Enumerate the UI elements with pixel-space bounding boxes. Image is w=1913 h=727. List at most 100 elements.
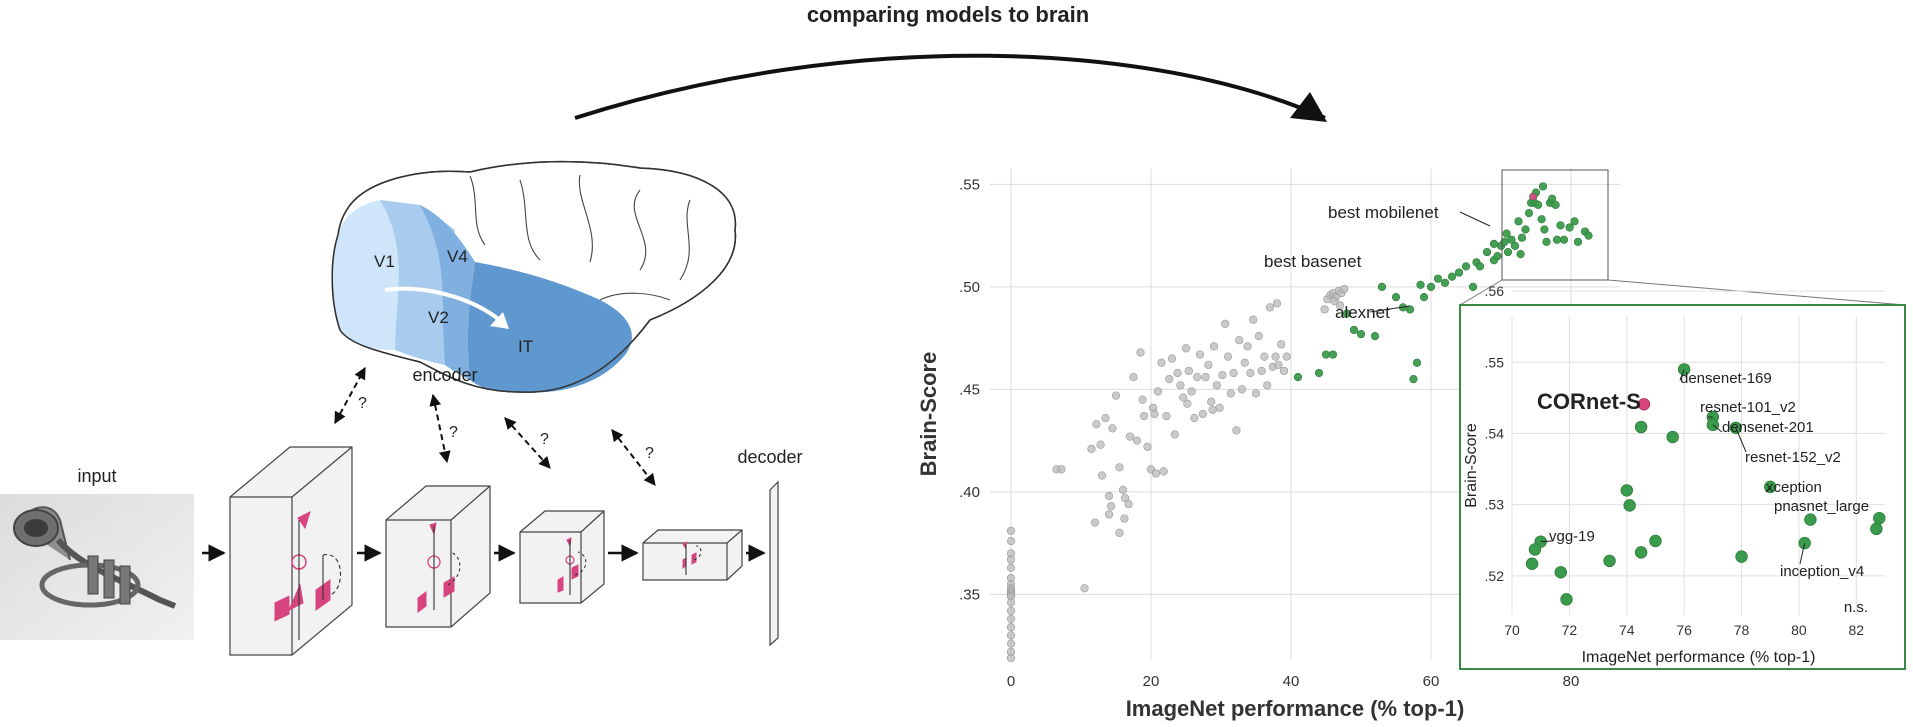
scatter-point-green (1537, 215, 1546, 224)
scatter-point-green (1565, 223, 1574, 232)
scatter-point-green (1454, 268, 1464, 277)
scatter-point-green (1468, 282, 1478, 292)
scatter-point-green (1440, 278, 1450, 287)
scatter-point-gray (1006, 631, 1016, 640)
scatter-point-gray (1006, 606, 1016, 615)
scatter-point-green (1573, 237, 1583, 246)
scatter-point-gray (1237, 385, 1247, 394)
comparison-arrow (574, 53, 1326, 120)
scatter-point-gray (1151, 469, 1160, 478)
scatter-point-gray (1096, 440, 1105, 449)
scatter-point-green (1559, 235, 1569, 244)
y-tick-label: .35 (959, 586, 980, 603)
inset-y-tick-label: .53 (1485, 497, 1505, 513)
zoom-connector-right (1607, 279, 1906, 306)
scatter-point-gray (1080, 584, 1089, 593)
annotation-label: best mobilenet (1328, 203, 1439, 222)
inset-point (1666, 430, 1679, 444)
scatter-point-gray (1006, 536, 1016, 546)
scatter-point-gray (1006, 555, 1016, 564)
scatter-point-gray (1330, 297, 1339, 306)
scatter-point-gray (1173, 368, 1182, 378)
scatter-point-gray (1272, 299, 1282, 308)
scatter-point-gray (1254, 332, 1263, 341)
scatter-point-gray (1277, 340, 1286, 349)
scatter-point-gray (1090, 518, 1100, 527)
input-image (0, 494, 194, 640)
x-tick-label: 60 (1423, 673, 1440, 690)
scatter-point-gray (1006, 614, 1016, 624)
inset-point (1634, 546, 1648, 559)
inset-point (1649, 534, 1662, 548)
inset-y-tick-label: .56 (1485, 283, 1505, 299)
scatter-point-gray (1104, 491, 1114, 501)
comparison-arrowhead (1290, 92, 1327, 122)
question-mark-3: ? (540, 431, 549, 448)
inset-model-label: densenet-201 (1722, 419, 1814, 436)
scatter-point-green (1514, 217, 1523, 226)
scatter-point-gray (1092, 420, 1101, 429)
y-tick-label: .55 (959, 176, 980, 193)
scatter-point-gray (1207, 397, 1216, 406)
scatter-point-gray (1120, 493, 1130, 503)
x-tick-label: 40 (1283, 673, 1300, 690)
scatter-point-gray (1101, 414, 1110, 423)
scatter-point-green (1538, 182, 1548, 191)
inset-model-label: densenet-169 (1680, 370, 1772, 387)
scatter-point-green (1405, 305, 1415, 314)
scatter-point-green (1510, 241, 1520, 250)
inset-x-tick-label: 70 (1504, 622, 1520, 638)
scatter-point-gray (1006, 563, 1016, 572)
scatter-point-green (1377, 282, 1387, 292)
scatter-point-gray (1181, 344, 1191, 353)
scatter-point-gray (1265, 303, 1275, 312)
scatter-point-gray (1215, 403, 1224, 412)
scatter-point-gray (1138, 395, 1147, 404)
scatter-point-gray (1223, 352, 1233, 361)
inset-y-tick-label: .52 (1485, 568, 1505, 584)
scatter-point-green (1552, 235, 1562, 244)
inset-model-label: pnasnet_large (1774, 498, 1869, 515)
decoder-label: decoder (737, 447, 802, 467)
scatter-point-gray (1198, 409, 1207, 419)
scatter-point-gray (1274, 360, 1283, 369)
inset-label-leader (1799, 542, 1806, 565)
scatter-point-gray (1193, 373, 1202, 382)
scatter-point-gray (1190, 414, 1199, 423)
scatter-point-gray (1118, 485, 1128, 494)
scatter-point-green (1507, 235, 1516, 244)
scatter-point-gray (1263, 381, 1272, 390)
scatter-point-gray (1243, 342, 1252, 351)
scatter-point-gray (1257, 366, 1266, 376)
scatter-point-gray (1087, 444, 1096, 453)
scatter-point-gray (1124, 500, 1133, 509)
cornet-s-label: CORnet-S (1537, 389, 1641, 414)
scatter-point-green (1349, 325, 1359, 335)
input-label: input (77, 466, 116, 486)
scatter-point-gray (1006, 623, 1016, 632)
inset-y-tick-label: .55 (1485, 354, 1505, 370)
scatter-point-green (1426, 282, 1436, 292)
scatter-point-gray (1251, 389, 1261, 398)
inset-y-axis-title: Brain-Score (1463, 423, 1480, 508)
scatter-point-gray (1184, 366, 1193, 376)
scatter-point-gray (1104, 510, 1114, 519)
zoom-region-box (1501, 169, 1609, 281)
scatter-point-green (1540, 225, 1549, 234)
scatter-point-gray (1132, 436, 1142, 445)
scatter-point-gray (1212, 381, 1221, 390)
significance-note: n.s. (1844, 599, 1868, 616)
annotation-leader (1369, 305, 1411, 313)
scatter-point-gray (1271, 352, 1280, 361)
y-axis-title: Brain-Score (916, 352, 941, 477)
scatter-point-green (1293, 373, 1303, 382)
scatter-point-green (1524, 209, 1534, 218)
inset-x-tick-label: 80 (1791, 622, 1807, 638)
scatter-point-gray (1246, 368, 1255, 378)
scatter-point-green (1516, 250, 1525, 259)
scatter-point-gray (1139, 411, 1149, 421)
x-axis-title: ImageNet performance (% top-1) (1126, 696, 1465, 721)
annotation-leader (1459, 211, 1491, 227)
brain-illustration (331, 160, 737, 393)
